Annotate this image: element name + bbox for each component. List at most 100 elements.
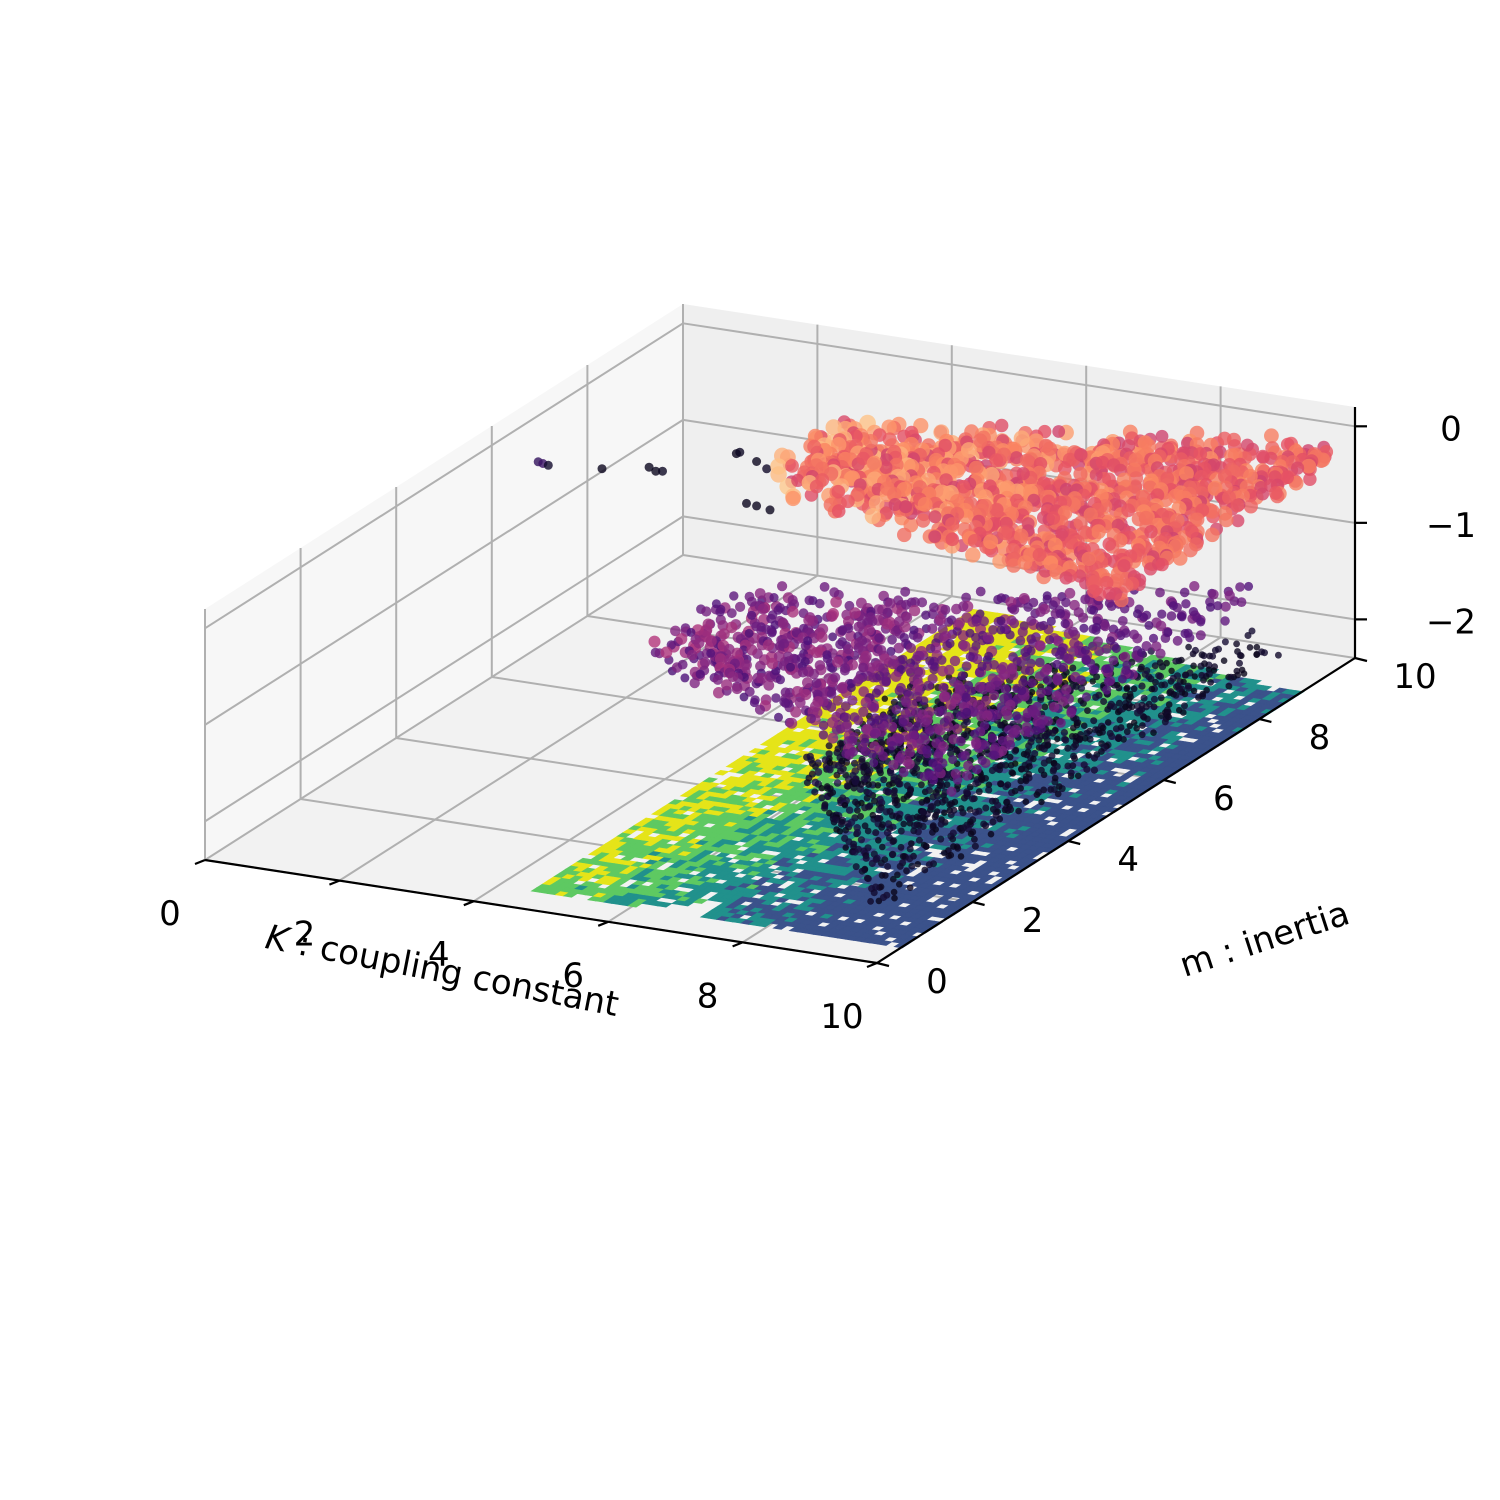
scatter-point bbox=[754, 588, 766, 599]
scatter-point bbox=[1131, 511, 1147, 527]
scatter-point bbox=[1240, 438, 1254, 452]
scatter-point bbox=[1091, 524, 1106, 539]
scatter-point bbox=[1009, 451, 1023, 465]
scatter-point bbox=[752, 457, 762, 466]
scatter-point bbox=[742, 498, 751, 508]
scatter-point bbox=[1207, 679, 1214, 686]
scatter-point bbox=[1123, 728, 1131, 736]
scatter-point bbox=[1060, 729, 1068, 737]
scatter-point bbox=[975, 586, 986, 597]
scatter-point bbox=[958, 601, 969, 612]
scatter-point bbox=[1246, 644, 1254, 651]
grid-line-z bbox=[204, 515, 684, 823]
scatter-point bbox=[956, 479, 971, 494]
contour-cell bbox=[1246, 679, 1262, 685]
scatter-point bbox=[1236, 651, 1244, 659]
scatter-point bbox=[1217, 431, 1232, 446]
scatter-point bbox=[1169, 674, 1177, 682]
scatter-point bbox=[1181, 671, 1189, 679]
scatter-point bbox=[1017, 626, 1028, 638]
scatter-point bbox=[1152, 678, 1159, 686]
scatter-point bbox=[1253, 643, 1261, 651]
scatter-point bbox=[1019, 453, 1035, 468]
scatter-point bbox=[897, 527, 912, 543]
scatter-point bbox=[1018, 593, 1030, 604]
scatter-point bbox=[864, 507, 881, 525]
scatter-point bbox=[1195, 694, 1202, 701]
scatter-point bbox=[1219, 512, 1234, 528]
scatter-point bbox=[1200, 676, 1207, 684]
scatter-point bbox=[927, 623, 938, 634]
scatter-point bbox=[1140, 694, 1148, 702]
scatter-point bbox=[1119, 651, 1131, 663]
scatter-point bbox=[1095, 455, 1110, 470]
scatter-point bbox=[1142, 610, 1152, 620]
scatter-point bbox=[1100, 621, 1111, 632]
scatter-point bbox=[1046, 616, 1056, 626]
scatter-point bbox=[1148, 685, 1156, 693]
scatter-point bbox=[804, 595, 815, 606]
scatter-point bbox=[1181, 690, 1189, 698]
scatter-point bbox=[1155, 587, 1165, 598]
scatter-point bbox=[1107, 458, 1121, 472]
scatter-point bbox=[1017, 555, 1033, 570]
scatter-point bbox=[1116, 716, 1124, 724]
scatter-point bbox=[1268, 486, 1283, 500]
scatter-point bbox=[785, 459, 799, 473]
scatter-point bbox=[1009, 604, 1020, 615]
scatter-point bbox=[1074, 448, 1088, 462]
scatter-point bbox=[1258, 648, 1266, 656]
scatter-point bbox=[945, 532, 960, 547]
scatter-point bbox=[825, 419, 842, 436]
scatter-point bbox=[954, 617, 965, 629]
scatter-point bbox=[940, 604, 951, 615]
scatter-point bbox=[815, 473, 830, 487]
scatter-point bbox=[829, 587, 840, 598]
scatter-point bbox=[1165, 713, 1172, 721]
scatter-point bbox=[1139, 722, 1146, 729]
scatter-point bbox=[1179, 587, 1190, 598]
scatter-point bbox=[1158, 681, 1165, 689]
scatter-point bbox=[597, 464, 607, 474]
scatter-point bbox=[1081, 551, 1097, 567]
scatter-point bbox=[1156, 672, 1164, 681]
scatter-point bbox=[900, 586, 911, 597]
scatter-point bbox=[979, 616, 989, 627]
scatter-point bbox=[1205, 527, 1220, 543]
scatter-point bbox=[1104, 706, 1112, 713]
scatter-point bbox=[1181, 702, 1188, 710]
scatter-point bbox=[1220, 657, 1228, 664]
contour-cell bbox=[1256, 685, 1273, 691]
scatter-point bbox=[973, 433, 988, 448]
scatter-point bbox=[965, 547, 981, 563]
scatter-point bbox=[1068, 626, 1079, 637]
scatter-point bbox=[1244, 632, 1252, 639]
contour-cell bbox=[1118, 645, 1135, 652]
scatter-point bbox=[1193, 447, 1208, 461]
scatter-point bbox=[1280, 470, 1295, 485]
scatter-point bbox=[1235, 582, 1245, 592]
scatter-point bbox=[1059, 482, 1073, 496]
scatter-point bbox=[983, 467, 1000, 483]
grid-line-z bbox=[682, 322, 1356, 428]
scatter-point bbox=[1256, 487, 1270, 501]
scatter-point bbox=[1185, 643, 1192, 651]
scatter-point bbox=[1089, 605, 1099, 615]
scatter-point bbox=[1234, 671, 1241, 679]
scatter-point bbox=[1157, 609, 1167, 619]
scatter-point bbox=[1155, 557, 1169, 572]
scatter-point bbox=[1303, 472, 1317, 486]
scatter-point bbox=[1236, 659, 1243, 667]
scatter-point bbox=[1092, 693, 1100, 701]
scatter-point bbox=[1291, 461, 1305, 475]
scatter-point bbox=[1191, 673, 1199, 680]
scatter-point bbox=[658, 466, 667, 476]
scatter-point bbox=[543, 460, 553, 470]
scatter-point bbox=[1172, 657, 1180, 665]
scatter-point bbox=[1190, 662, 1197, 670]
scatter-point bbox=[1163, 659, 1170, 667]
grid-line-z bbox=[204, 322, 684, 630]
scatter-point bbox=[1301, 458, 1317, 474]
scatter-point bbox=[1026, 616, 1037, 626]
